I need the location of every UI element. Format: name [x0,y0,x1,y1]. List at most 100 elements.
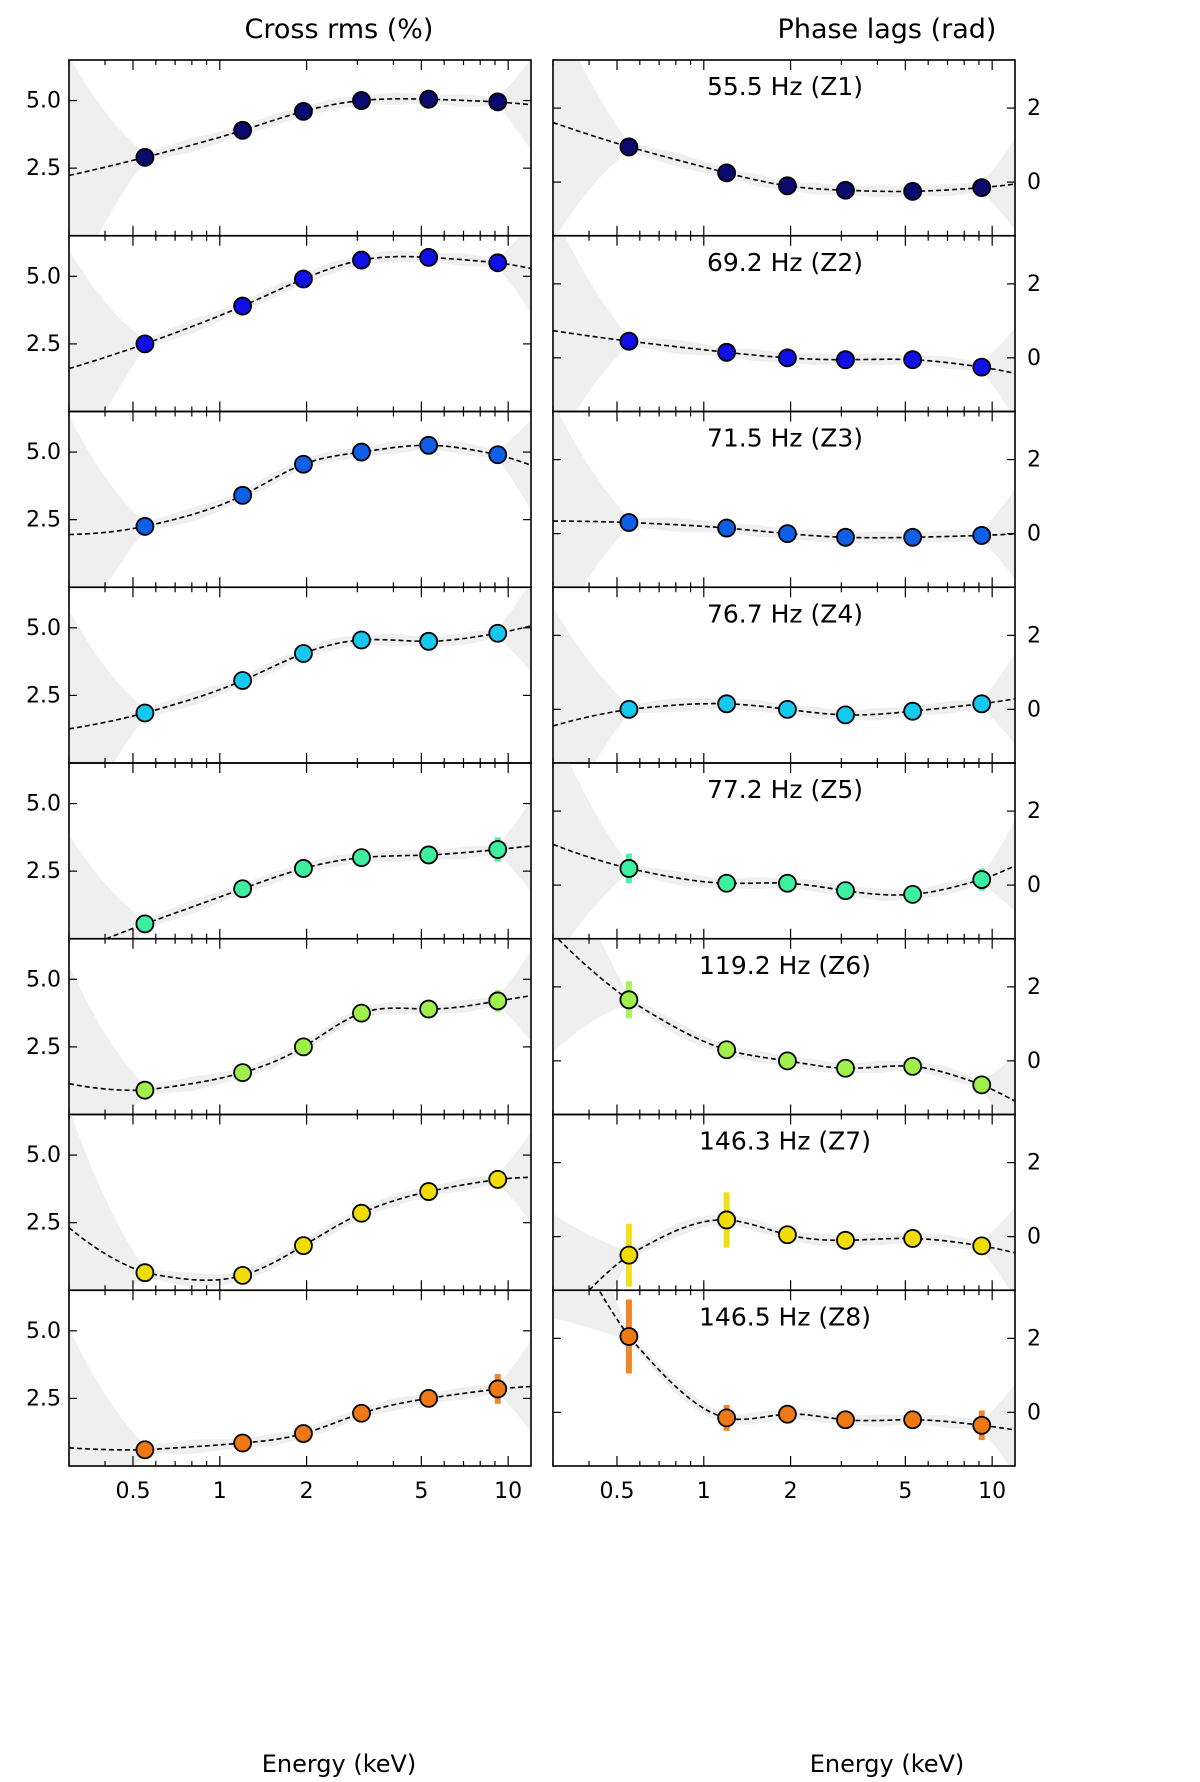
data-point [419,631,439,651]
y-tick-label: 5.0 [26,967,61,992]
data-point [903,527,923,547]
data-point [903,884,923,904]
data-point [619,699,639,719]
y-tick-label: 5.0 [26,1143,61,1168]
data-point [778,873,797,893]
model-uncertainty-band [553,606,1015,763]
panel-right-4: 0 2 76.7 Hz (Z4) [552,586,1041,764]
data-point [352,848,371,868]
data-point [778,176,797,196]
panel-label: 119.2 Hz (Z6) [699,951,871,980]
y-tick-label: 5.0 [26,89,61,114]
data-point [717,342,737,362]
panel-right-2: 0 2 69.2 Hz (Z2) [552,234,1041,413]
panel-right-5: 0 2 77.2 Hz (Z5) [552,762,1041,940]
y-tick-label: 0 [1027,1049,1041,1074]
y-tick-label: 2.5 [26,1386,61,1411]
data-point [135,147,155,167]
data-point [778,1404,797,1424]
data-point [419,247,439,267]
panel-left-7: 2.5 5.0 [26,1113,532,1292]
data-point [717,518,737,538]
data-point [419,1182,439,1201]
y-tick-label: 5.0 [26,792,61,817]
data-point [836,881,855,901]
data-point [778,348,797,368]
model-uncertainty-band [553,1290,1015,1466]
x-tick-label: 10 [978,1479,1006,1504]
x-tick-label: 0.5 [599,1479,634,1504]
data-point [488,253,508,273]
panel-left-3: 2.5 5.0 [26,410,532,589]
data-point [972,357,992,377]
data-point [778,524,797,543]
panel-label: 69.2 Hz (Z2) [707,248,863,277]
data-point [233,1063,253,1082]
y-tick-label: 2 [1027,448,1041,473]
data-point [294,1236,313,1256]
x-tick-label: 10 [494,1479,522,1504]
data-point [294,269,313,289]
plot-area: 2.5 5.0 0 2 55.5 Hz (Z1) 2.5 5.0 0 2 69.2 Hz (Z2)… [26,59,1041,1504]
panel-left-2: 2.5 5.0 [26,234,532,413]
panel-left-4: 2.5 5.0 [26,586,532,764]
model-uncertainty-band [69,235,531,412]
x-tick-label: 5 [414,1479,428,1504]
y-tick-label: 0 [1027,1225,1041,1250]
panel-frame [68,586,532,764]
panel-label: 146.5 Hz (Z8) [699,1302,871,1331]
right-column-title: Phase lags (rad) [778,14,997,45]
y-tick-label: 2.5 [26,332,61,357]
y-tick-label: 5.0 [26,440,61,465]
data-point [903,1410,923,1430]
model-curve [556,938,1015,1102]
y-tick-label: 2 [1027,96,1041,121]
data-point [352,91,371,110]
panel-label: 55.5 Hz (Z1) [707,72,863,101]
left-column-title: Cross rms (%) [245,14,434,45]
y-tick-label: 2.5 [26,156,61,181]
data-point [836,1058,855,1078]
data-point [352,250,371,270]
x-tick-label: 1 [213,1479,227,1504]
model-uncertainty-band [553,763,1015,939]
panel-left-8: 2.5 5.0 0.5 1 2 5 10 [26,1289,532,1504]
data-point [135,703,155,723]
data-point [419,435,439,455]
x-tick-label: 2 [784,1479,798,1504]
data-point [717,1210,737,1230]
data-point [619,1327,639,1346]
data-point [419,1389,439,1408]
y-tick-label: 2 [1027,623,1041,648]
data-point [903,181,923,201]
y-tick-label: 2.5 [26,1211,61,1236]
data-point [233,1433,253,1453]
data-point [972,178,992,198]
data-point [294,1037,313,1057]
data-point [294,644,313,663]
data-point [419,999,439,1019]
right-x-axis-label: Energy (keV) [810,1750,965,1778]
model-uncertainty-band [69,800,531,939]
data-point [233,296,253,316]
y-tick-label: 5.0 [26,264,61,289]
y-tick-label: 2.5 [26,1035,61,1060]
panel-right-6: 0 2 119.2 Hz (Z6) [552,937,1041,1116]
x-tick-label: 5 [898,1479,912,1504]
data-point [352,442,371,462]
data-point [836,180,855,200]
panel-left-5: 2.5 5.0 [26,762,532,940]
data-point [419,89,439,109]
data-point [903,701,923,721]
y-tick-label: 2.5 [26,859,61,884]
data-point [135,914,155,934]
data-point [419,845,439,865]
model-uncertainty-band [69,415,531,588]
data-point [619,990,639,1010]
left-x-axis-label: Energy (keV) [262,1750,417,1778]
data-point [135,1263,155,1283]
x-tick-label: 2 [300,1479,314,1504]
y-tick-label: 0 [1027,346,1041,371]
panel-right-7: 0 2 146.3 Hz (Z7) [552,1113,1041,1292]
